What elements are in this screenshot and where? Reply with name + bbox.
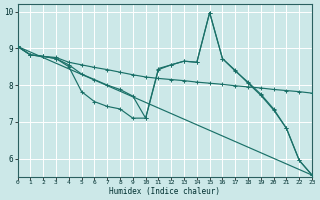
X-axis label: Humidex (Indice chaleur): Humidex (Indice chaleur) bbox=[109, 187, 220, 196]
